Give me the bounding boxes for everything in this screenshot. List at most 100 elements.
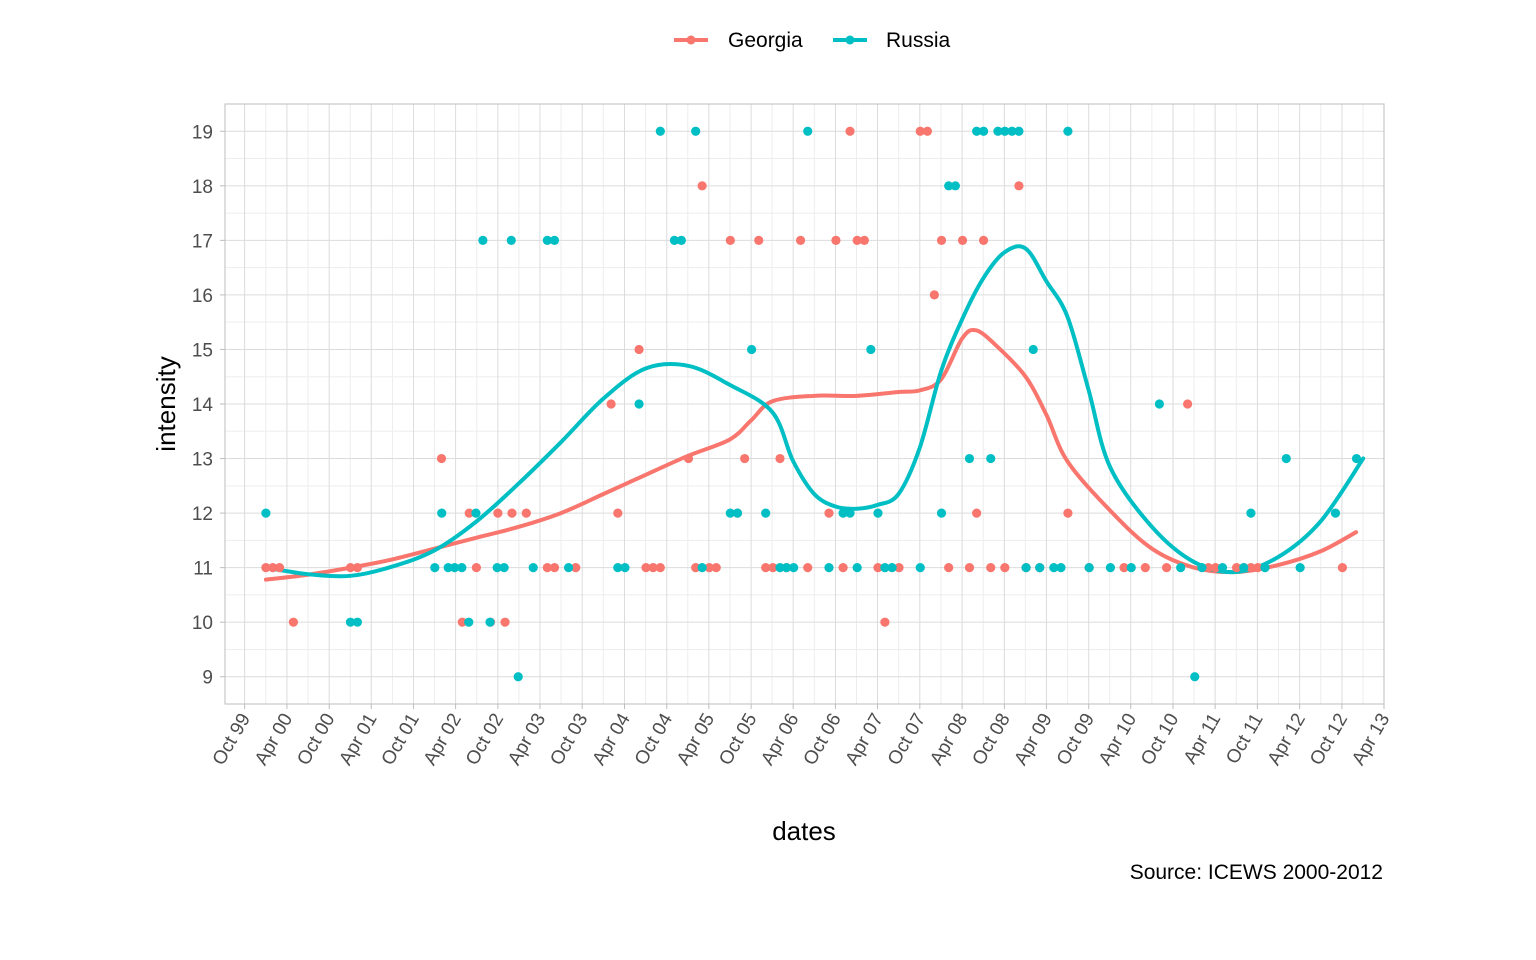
point-russia <box>1217 563 1228 573</box>
point-russia <box>676 235 686 245</box>
point-georgia <box>634 344 644 355</box>
point-russia <box>620 563 630 573</box>
point-georgia <box>711 563 721 573</box>
point-russia <box>936 508 947 518</box>
x-tick-label: Oct 12 <box>1306 710 1352 769</box>
x-tick-label: Apr 06 <box>757 710 803 769</box>
x-tick-label: Apr 01 <box>335 710 381 769</box>
point-russia <box>732 508 743 518</box>
point-georgia <box>880 617 890 627</box>
point-russia <box>1021 563 1031 573</box>
x-tick-label: Apr 00 <box>251 710 297 769</box>
point-georgia <box>549 563 560 573</box>
point-russia <box>613 563 623 573</box>
point-russia <box>1190 672 1200 682</box>
point-russia <box>803 126 813 136</box>
y-tick-label: 14 <box>192 395 214 416</box>
point-russia <box>492 563 502 573</box>
point-russia <box>873 508 883 518</box>
x-tick-label: Apr 09 <box>1011 710 1057 769</box>
point-georgia <box>1231 563 1242 573</box>
point-georgia <box>345 563 356 573</box>
point-georgia <box>436 453 447 464</box>
y-tick-label: 18 <box>192 177 213 198</box>
panel-border <box>224 103 1385 705</box>
point-georgia <box>500 617 510 627</box>
point-russia <box>697 563 707 573</box>
point-russia <box>1000 126 1010 136</box>
point-russia <box>499 563 509 573</box>
point-russia <box>944 181 954 191</box>
caption: Source: ICEWS 2000-2012 <box>1130 861 1383 884</box>
point-russia <box>845 508 855 518</box>
point-georgia <box>268 563 278 573</box>
x-tick-label: Oct 99 <box>209 710 255 769</box>
point-georgia <box>1210 563 1221 573</box>
point-georgia <box>740 453 750 464</box>
point-georgia <box>978 235 989 245</box>
legend-label-georgia: Georgia <box>728 29 803 52</box>
point-georgia <box>873 563 883 573</box>
point-russia <box>430 563 440 573</box>
point-russia <box>915 563 925 573</box>
y-tick-label: 17 <box>192 231 213 252</box>
point-georgia <box>521 508 531 518</box>
point-russia <box>471 508 481 518</box>
point-georgia <box>691 563 701 573</box>
y-tick-label: 10 <box>192 613 213 634</box>
point-russia <box>478 235 488 245</box>
point-georgia <box>697 181 707 191</box>
point-georgia <box>1140 563 1150 573</box>
point-georgia <box>1000 563 1010 573</box>
point-russia <box>528 563 538 573</box>
point-georgia <box>824 508 834 518</box>
y-tick-label: 11 <box>193 559 213 580</box>
point-georgia <box>845 126 855 136</box>
point-georgia <box>1063 508 1073 518</box>
x-tick-label: Oct 10 <box>1137 710 1183 769</box>
point-georgia <box>761 563 771 573</box>
x-tick-label: Oct 11 <box>1222 710 1267 768</box>
trend-line-georgia <box>263 327 1359 582</box>
y-tick-label: 12 <box>192 504 213 525</box>
point-georgia <box>683 453 694 464</box>
point-georgia <box>613 508 623 518</box>
point-georgia <box>986 563 996 573</box>
point-russia <box>464 617 474 627</box>
legend-key-georgia-point <box>686 35 696 45</box>
point-russia <box>443 563 453 573</box>
point-georgia <box>1203 563 1213 573</box>
point-russia <box>345 617 356 627</box>
x-tick-label: Oct 08 <box>969 710 1015 769</box>
point-russia <box>972 126 982 136</box>
point-russia <box>1007 126 1017 136</box>
point-georgia <box>803 563 813 573</box>
point-russia <box>781 563 792 573</box>
x-tick-label: Oct 00 <box>293 710 339 769</box>
point-georgia <box>1337 563 1348 573</box>
y-tick-label: 16 <box>192 286 213 307</box>
x-tick-label: Apr 13 <box>1348 710 1394 769</box>
data-points <box>261 126 1362 682</box>
point-russia <box>1154 399 1165 409</box>
point-russia <box>1105 563 1116 573</box>
point-russia <box>838 508 848 518</box>
point-russia <box>450 563 460 573</box>
point-russia <box>1063 126 1073 136</box>
x-tick-label: Oct 01 <box>378 710 424 769</box>
point-georgia <box>542 563 552 573</box>
point-georgia <box>507 508 517 518</box>
point-russia <box>1260 563 1270 573</box>
point-russia <box>1239 563 1249 573</box>
point-georgia <box>464 508 474 518</box>
y-axis-title: intensity <box>151 356 181 451</box>
point-russia <box>887 563 897 573</box>
point-georgia <box>795 235 806 245</box>
x-tick-label: Apr 10 <box>1095 710 1141 769</box>
point-russia <box>1014 126 1024 136</box>
x-tick-label: Oct 09 <box>1053 710 1099 769</box>
point-georgia <box>922 126 933 136</box>
y-tick-label: 19 <box>192 122 213 143</box>
point-georgia <box>1246 563 1256 573</box>
trend-lines <box>263 244 1366 582</box>
